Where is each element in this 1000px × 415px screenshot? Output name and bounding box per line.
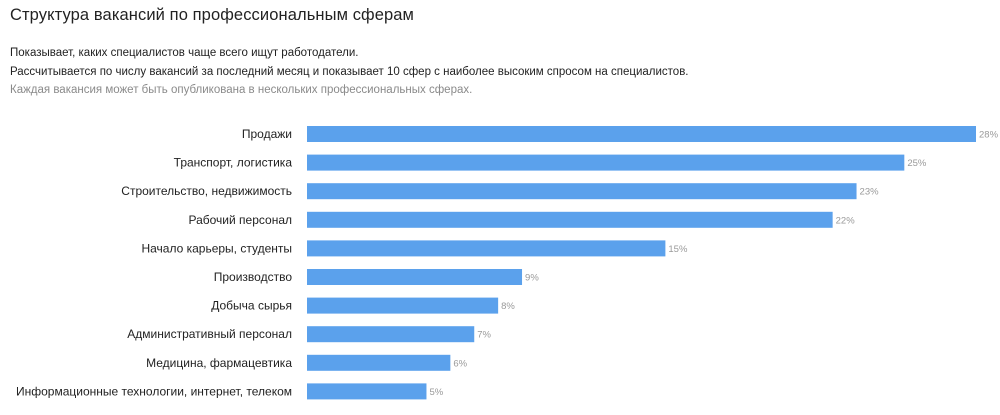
bar[interactable] — [307, 383, 427, 400]
bar[interactable] — [307, 240, 666, 257]
category-label: Строительство, недвижимость — [121, 184, 292, 198]
bar[interactable] — [307, 326, 475, 343]
category-label: Информационные технологии, интернет, тел… — [16, 384, 292, 398]
category-label: Транспорт, логистика — [174, 156, 293, 170]
description-note: Каждая вакансия может быть опубликована … — [10, 84, 473, 96]
category-label: Начало карьеры, студенты — [141, 241, 292, 255]
value-label: 28% — [979, 130, 999, 141]
bar[interactable] — [307, 126, 976, 142]
bar[interactable] — [307, 297, 499, 314]
value-label: 7% — [477, 330, 491, 341]
bar[interactable] — [307, 154, 905, 171]
value-label: 6% — [453, 358, 467, 369]
category-label: Административный персонал — [127, 327, 292, 341]
category-label: Добыча сырья — [211, 299, 292, 313]
value-label: 23% — [860, 187, 880, 198]
bar[interactable] — [307, 354, 451, 371]
category-label: Рабочий персонал — [188, 213, 292, 227]
value-label: 8% — [501, 301, 515, 312]
description-line-2: Рассчитывается по числу вакансий за посл… — [10, 66, 689, 78]
value-label: 22% — [836, 215, 856, 226]
description-line-1: Показывает, каких специалистов чаще всег… — [10, 47, 359, 59]
bar[interactable] — [307, 211, 833, 228]
bar[interactable] — [307, 183, 857, 200]
bar[interactable] — [307, 269, 523, 285]
category-label: Медицина, фармацевтика — [146, 356, 292, 370]
value-label: 5% — [429, 387, 443, 398]
value-label: 9% — [525, 273, 539, 284]
value-label: 25% — [907, 158, 927, 169]
category-label: Производство — [214, 270, 293, 284]
category-label: Продажи — [242, 127, 292, 141]
page-title: Структура вакансий по профессиональным с… — [10, 6, 414, 24]
value-label: 15% — [668, 244, 688, 255]
